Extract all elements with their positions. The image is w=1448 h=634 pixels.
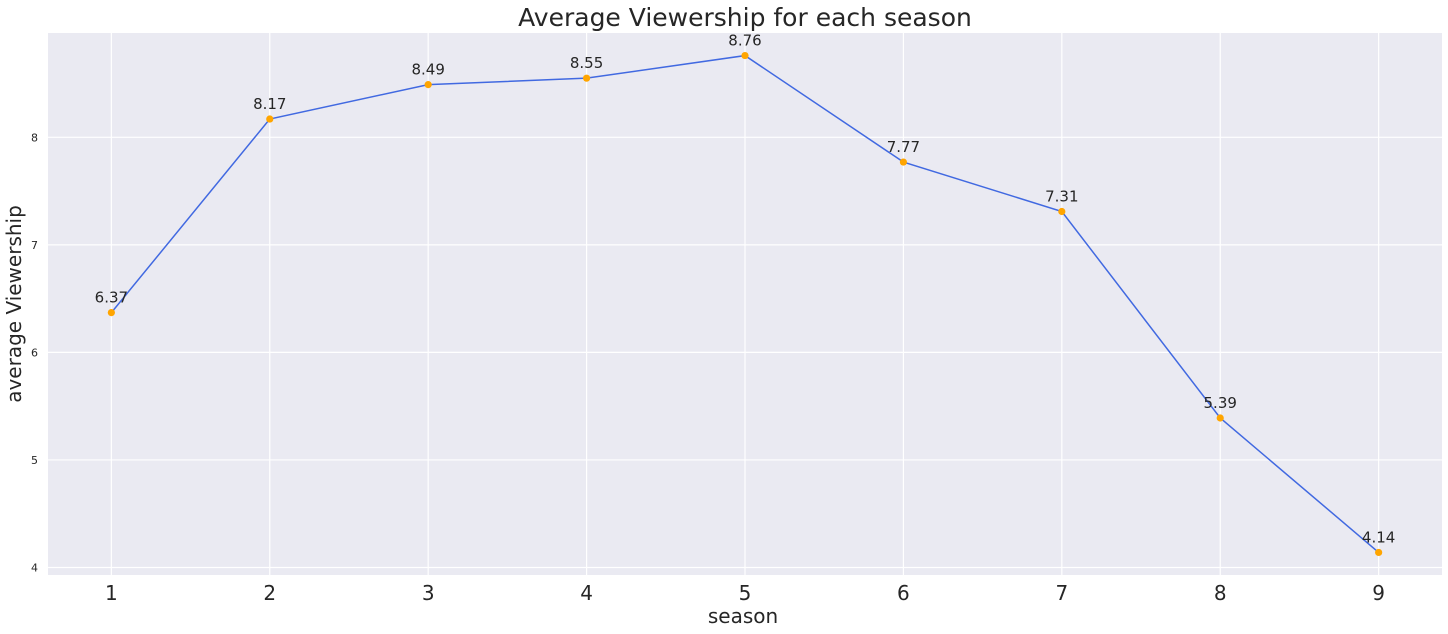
- data-point: [1216, 414, 1224, 422]
- data-label: 7.77: [887, 138, 920, 156]
- series-layer: [107, 51, 1383, 557]
- data-point: [1058, 207, 1066, 216]
- data-point: [266, 115, 274, 123]
- y-tick-label: 5: [31, 454, 38, 467]
- y-axis-label: average Viewership: [2, 205, 26, 403]
- x-tick-label: 7: [1055, 581, 1068, 605]
- data-labels: 6.37 8.17 8.49 8.55 8.76 7.77 7.31 5.39 4.14: [95, 32, 1396, 547]
- data-point: [107, 309, 115, 317]
- x-tick-label: 8: [1214, 581, 1227, 605]
- y-tick-label: 8: [31, 131, 38, 144]
- data-label: 8.76: [728, 32, 761, 50]
- data-point: [1375, 548, 1383, 557]
- x-axis-label: season: [708, 604, 778, 628]
- data-label: 7.31: [1045, 188, 1078, 206]
- data-label: 8.55: [570, 54, 603, 72]
- grid-lines: [48, 33, 1442, 575]
- data-label: 8.17: [253, 95, 286, 113]
- tick-labels: 1 2 3 4 5 6 7 8 9 4 5 6 7 8: [31, 131, 1385, 605]
- data-label: 4.14: [1362, 528, 1395, 546]
- x-tick-label: 5: [739, 581, 752, 605]
- data-point: [582, 74, 591, 82]
- x-tick-label: 3: [422, 581, 435, 605]
- x-tick-label: 9: [1372, 581, 1385, 605]
- y-tick-label: 4: [31, 561, 38, 574]
- x-tick-label: 1: [105, 581, 118, 605]
- data-label: 8.49: [411, 61, 444, 79]
- y-tick-label: 7: [31, 239, 38, 252]
- data-point: [899, 158, 908, 166]
- x-tick-label: 4: [580, 581, 593, 605]
- x-tick-label: 6: [897, 581, 910, 605]
- chart-title: Average Viewership for each season: [518, 3, 972, 32]
- x-tick-label: 2: [263, 581, 276, 605]
- data-point: [741, 51, 749, 60]
- data-point: [424, 81, 432, 89]
- data-label: 6.37: [95, 289, 128, 307]
- data-label: 5.39: [1204, 394, 1237, 412]
- y-tick-label: 6: [31, 346, 38, 359]
